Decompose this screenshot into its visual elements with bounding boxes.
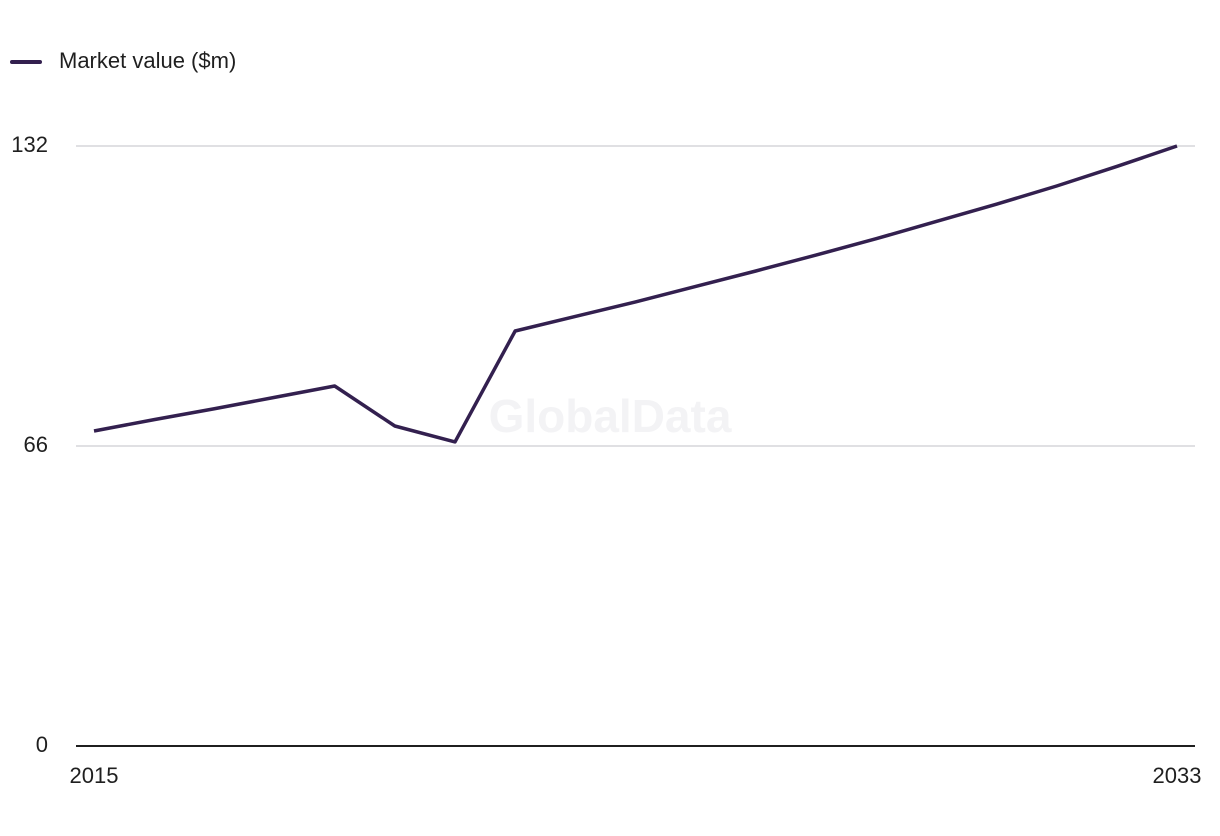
y-tick-label: 0 (36, 732, 48, 757)
x-tick-label: 2015 (70, 763, 119, 788)
legend-label: Market value ($m) (59, 48, 236, 73)
watermark: GlobalData (489, 390, 732, 442)
line-series (93, 144, 1178, 444)
x-tick-label: 2033 (1153, 763, 1202, 788)
y-tick-label: 132 (11, 132, 48, 157)
y-tick-label: 66 (24, 432, 48, 457)
